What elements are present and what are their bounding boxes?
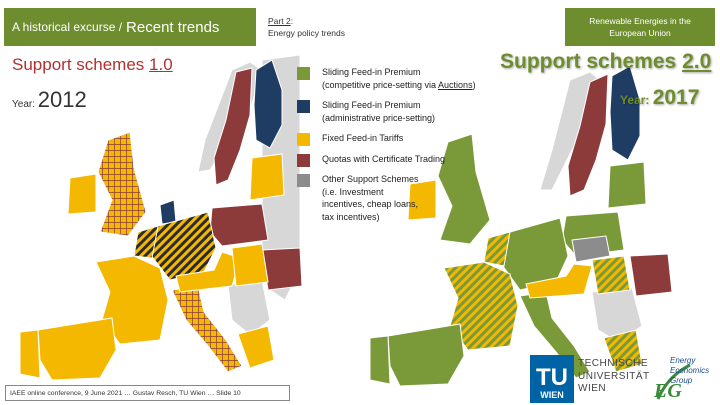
legend-swatch-quota (297, 153, 310, 167)
legend-sublabel: incentives, cheap loans, (322, 199, 419, 209)
eeg-line2: Economics (670, 366, 710, 375)
map-2017-sweden (567, 73, 609, 197)
legend-item-fit: Fixed Feed-in Tariffs (297, 132, 522, 146)
legend-item-admin-fip: Sliding Feed-in Premium (administrative … (297, 99, 522, 124)
map-2017-czechia (571, 235, 611, 263)
legend: Sliding Feed-in Premium (competitive pri… (297, 66, 522, 231)
legend-sublabel: (administrative price-setting) (322, 112, 436, 123)
topic-box-text: Renewable Energies in the European Union (589, 16, 691, 38)
map-2012-portugal (19, 329, 41, 379)
legend-label: Fixed Feed-in Tariffs (322, 133, 404, 143)
tu-wien-logo-icon: TU WIEN (536, 364, 568, 400)
legend-label: Sliding Feed-in Premium (322, 100, 421, 110)
map-2017-spain (387, 323, 465, 387)
legend-label: Other Support Schemes (322, 174, 419, 184)
map-2012-denmark (159, 199, 177, 225)
topic-box: Renewable Energies in the European Union (565, 8, 715, 46)
legend-swatch-other (297, 174, 310, 187)
eeg-logo-icon: EG (653, 363, 691, 402)
map-2017-romania (629, 253, 673, 297)
map-2012-benelux (133, 225, 159, 259)
right-year-label: Year: (620, 93, 650, 107)
legend-swatch-fit (297, 133, 310, 146)
tu-wien-logo: TU WIEN (530, 355, 574, 403)
right-year-value: 2017 (652, 86, 700, 109)
map-2017-hungary (591, 255, 631, 295)
left-scheme-prefix: Support schemes (12, 55, 145, 74)
right-scheme-version: 2.0 (682, 50, 712, 73)
legend-swatch-auction-fip (297, 67, 310, 80)
legend-sublabel-link: Auctions (438, 79, 473, 90)
right-scheme-title: Support schemes 2.0 (500, 50, 711, 74)
eeg-line3: Group (670, 376, 693, 385)
left-year: Year: 2012 (12, 87, 87, 113)
legend-swatch-admin-fip (297, 100, 310, 113)
map-2012-italy (171, 285, 243, 373)
tu-mark: TU (536, 364, 568, 391)
map-2017-uk (437, 133, 491, 245)
legend-sublabel: (i.e. Investment (322, 186, 384, 197)
tu-sub: WIEN (540, 390, 564, 400)
tu-line2: UNIVERSITÄT (578, 370, 650, 382)
map-2012-spain (37, 317, 117, 381)
part-suffix: : (290, 16, 294, 26)
map-2017-france (443, 261, 519, 351)
tu-line3: WIEN (578, 383, 607, 394)
map-2012 (19, 54, 303, 381)
map-2012-france (95, 255, 169, 345)
section-title-prefix: A historical excurse / (12, 20, 123, 34)
map-2017-austria (525, 263, 593, 299)
map-2012-ireland (67, 173, 97, 215)
legend-sublabel: (competitive price-setting via (322, 79, 439, 90)
map-2012-uk (97, 131, 147, 237)
footer-text: IAEE online conference, 9 June 2021 … Gu… (10, 389, 241, 397)
part-label: Part 2 (268, 16, 291, 26)
right-year: Year: 2017 (620, 86, 699, 110)
part-heading: Part 2: Energy policy trends (268, 15, 345, 39)
legend-label: Quotas with Certificate Trading (322, 153, 446, 164)
tu-wien-name: TECHNISCHE UNIVERSITÄT WIEN (578, 358, 650, 396)
legend-label: Sliding Feed-in Premium (322, 67, 421, 77)
tu-line1: TECHNISCHE (578, 358, 649, 369)
left-year-label: Year: (12, 99, 35, 110)
left-scheme-version: 1.0 (149, 55, 173, 74)
map-2012-baltics (249, 153, 285, 201)
eeg-name: Energy Economics Group (670, 356, 709, 386)
left-year-value: 2012 (37, 87, 87, 112)
map-2012-hungary (231, 243, 269, 287)
legend-sublabel: tax incentives) (322, 211, 380, 222)
map-2017 (369, 65, 673, 387)
eeg-line1: Energy (670, 356, 696, 365)
map-2017-baltics (607, 161, 647, 209)
footer: IAEE online conference, 9 June 2021 … Gu… (5, 385, 290, 401)
map-2017-portugal (369, 335, 391, 385)
legend-item-quota: Quotas with Certificate Trading (297, 153, 522, 167)
map-2012-sweden (213, 67, 253, 186)
right-scheme-prefix: Support schemes (500, 50, 677, 73)
part-subtitle: Energy policy trends (268, 28, 346, 38)
eeg-letter: EG (653, 380, 682, 402)
section-title-main: Recent trends (126, 18, 220, 36)
map-2017-greece (603, 329, 643, 373)
map-2017-finland (609, 65, 641, 161)
map-2012-finland (253, 59, 283, 149)
map-2012-poland (209, 203, 269, 247)
legend-item-auction-fip: Sliding Feed-in Premium (competitive pri… (297, 66, 522, 91)
legend-item-other: Other Support Schemes (i.e. Investment i… (297, 173, 522, 223)
left-scheme-title: Support schemes 1.0 (12, 55, 173, 75)
map-2017-ireland (407, 179, 437, 221)
map-2017-benelux (483, 231, 511, 267)
map-2012-greece (237, 325, 275, 369)
legend-sublabel-end: ) (472, 79, 476, 90)
section-title-bar: A historical excurse / Recent trends (4, 8, 256, 46)
map-2012-romania (261, 247, 303, 291)
map-2017-non-eu-norway (539, 71, 601, 191)
